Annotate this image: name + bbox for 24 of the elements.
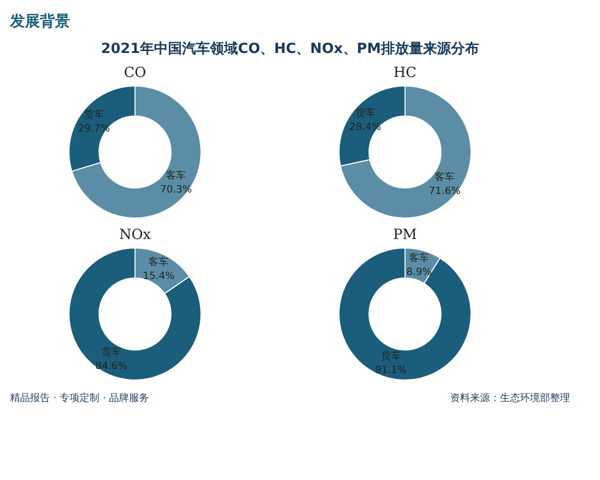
data-label: 15.4% (142, 270, 175, 282)
slice-label: 客车 (434, 171, 455, 184)
chart-title: CO (124, 65, 146, 81)
donut-slice (340, 86, 472, 218)
slice-label: 客车 (148, 256, 169, 268)
data-label: 8.9% (406, 266, 432, 278)
slice-label: 货车 (101, 346, 122, 358)
chart-title: PM (393, 227, 417, 243)
chart-title: HC (394, 65, 416, 81)
slice-label: 货车 (84, 108, 104, 121)
donut-slice (68, 248, 202, 380)
text: 资料来源：生态环境部整理 (450, 392, 570, 404)
donut-slice (71, 86, 202, 218)
text: 发展背景 (9, 12, 70, 30)
data-label: 91.1% (375, 365, 407, 376)
slice-label: 货车 (380, 350, 401, 362)
data-label: 84.6% (95, 361, 128, 372)
chart-title: NOx (119, 227, 151, 243)
slice-label: 货车 (355, 106, 376, 119)
text: 2021年中国汽车领域CO、HC、NOx、PM排放量来源分布 (101, 40, 479, 57)
donut-slice (338, 248, 472, 380)
slice-label: 客车 (166, 169, 186, 182)
slice-label: 客车 (409, 252, 430, 264)
text: 精品报告 · 专项定制 · 品牌服务 (10, 392, 150, 404)
